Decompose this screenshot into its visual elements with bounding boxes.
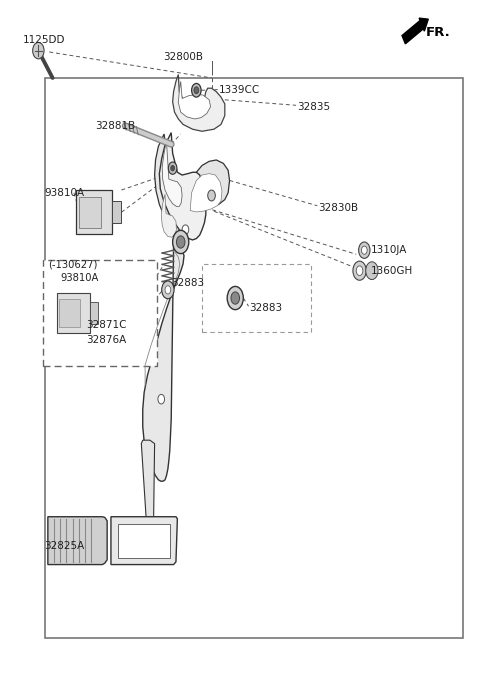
Polygon shape — [143, 245, 184, 481]
Text: 32800B: 32800B — [163, 52, 203, 63]
Circle shape — [231, 292, 240, 304]
Circle shape — [162, 281, 174, 299]
Polygon shape — [59, 299, 80, 327]
Text: 32830B: 32830B — [318, 203, 359, 213]
Text: 32881B: 32881B — [96, 121, 135, 131]
Text: 32825A: 32825A — [45, 541, 85, 551]
Circle shape — [182, 225, 189, 234]
Text: 93810A: 93810A — [45, 188, 84, 198]
Polygon shape — [141, 440, 155, 517]
Circle shape — [227, 287, 243, 309]
Text: 32835: 32835 — [297, 102, 330, 112]
Circle shape — [208, 190, 216, 201]
Text: 93810A: 93810A — [60, 274, 99, 283]
Bar — [202, 264, 311, 332]
Polygon shape — [162, 141, 182, 207]
Circle shape — [171, 165, 175, 171]
Text: 1339CC: 1339CC — [219, 85, 260, 94]
Polygon shape — [173, 74, 225, 132]
Circle shape — [183, 236, 187, 241]
Circle shape — [359, 242, 370, 258]
Circle shape — [33, 43, 44, 59]
Polygon shape — [79, 197, 101, 227]
Text: FR.: FR. — [426, 25, 451, 39]
Polygon shape — [48, 517, 107, 564]
Circle shape — [353, 261, 366, 280]
Circle shape — [168, 162, 177, 174]
FancyArrow shape — [402, 18, 428, 44]
Polygon shape — [179, 81, 211, 119]
Text: (-130627): (-130627) — [48, 260, 97, 269]
Polygon shape — [90, 302, 97, 324]
Circle shape — [165, 286, 171, 294]
Polygon shape — [57, 294, 90, 333]
Text: 32871C: 32871C — [86, 320, 126, 330]
Circle shape — [356, 266, 363, 276]
Text: 32876A: 32876A — [86, 336, 126, 345]
Polygon shape — [159, 132, 206, 240]
Bar — [43, 260, 157, 367]
Circle shape — [194, 87, 199, 94]
Circle shape — [158, 394, 165, 404]
Polygon shape — [155, 134, 187, 243]
Polygon shape — [161, 194, 177, 237]
Circle shape — [177, 236, 185, 248]
Text: 1360GH: 1360GH — [371, 266, 413, 276]
Polygon shape — [118, 524, 170, 557]
Text: 1125DD: 1125DD — [23, 35, 65, 45]
Circle shape — [361, 246, 367, 254]
Polygon shape — [76, 190, 112, 234]
Circle shape — [366, 262, 378, 280]
Bar — [46, 78, 463, 639]
Text: 32883: 32883 — [250, 303, 283, 313]
Text: 32883: 32883 — [171, 278, 204, 288]
Polygon shape — [190, 174, 222, 212]
Text: 1310JA: 1310JA — [371, 245, 407, 255]
Polygon shape — [111, 517, 178, 564]
Circle shape — [173, 230, 189, 254]
Polygon shape — [187, 160, 229, 209]
Circle shape — [192, 83, 201, 97]
Polygon shape — [112, 201, 121, 223]
